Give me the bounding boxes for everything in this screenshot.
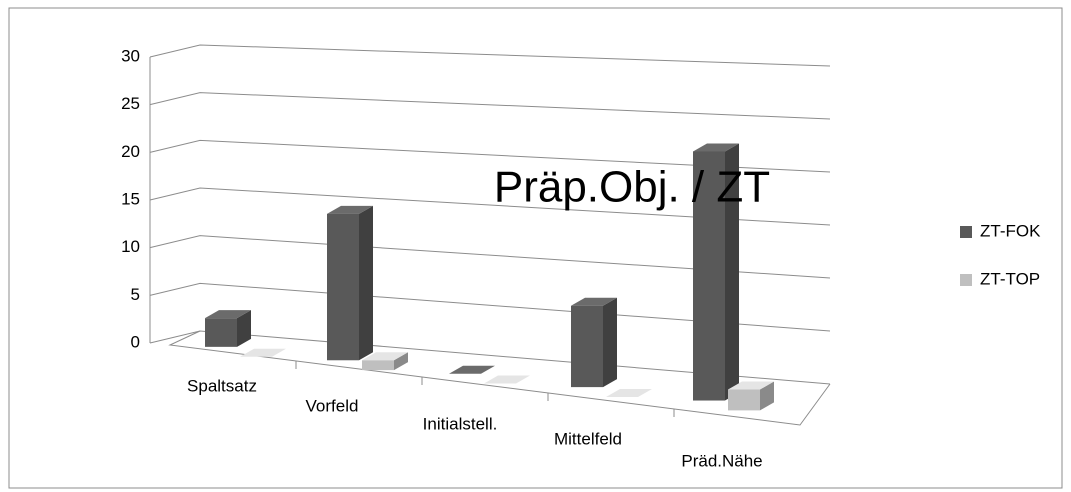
bar-side xyxy=(359,205,373,361)
grid-line xyxy=(149,282,831,332)
bar-side xyxy=(760,381,774,411)
x-tick-label: Vorfeld xyxy=(306,396,359,415)
grid-line xyxy=(149,187,831,226)
legend-label: ZT-TOP xyxy=(980,269,1040,288)
y-tick-label: 20 xyxy=(121,142,140,161)
y-tick-label: 15 xyxy=(121,189,140,208)
bar xyxy=(449,365,495,374)
bar-front xyxy=(362,360,394,371)
bar xyxy=(240,348,286,357)
bar xyxy=(606,388,652,397)
bar-top xyxy=(362,352,408,361)
bar-front xyxy=(693,151,725,401)
y-tick-label: 10 xyxy=(121,237,140,256)
bars xyxy=(205,143,774,411)
x-tick-label: Initialstell. xyxy=(423,414,498,433)
bar xyxy=(728,381,774,411)
grid: 0 5 10 15 20 25 30 Spaltsatz Vorfeld Initialstell… xyxy=(121,44,831,470)
bar-side xyxy=(237,310,251,347)
x-tick-label: Mittelfeld xyxy=(554,429,622,448)
bar-top xyxy=(205,310,251,319)
bar-top xyxy=(728,381,774,390)
y-tick-label: 0 xyxy=(131,332,140,351)
bar-front xyxy=(728,389,760,411)
x-tick-label: Präd.Nähe xyxy=(681,451,762,470)
bar-top xyxy=(606,388,652,397)
grid-line xyxy=(149,92,831,120)
bar-side xyxy=(725,143,739,401)
bar xyxy=(571,297,617,388)
floor-edge xyxy=(168,330,831,426)
y-tick-label: 30 xyxy=(121,46,140,65)
bar-top xyxy=(449,365,495,374)
x-tick-label: Spaltsatz xyxy=(187,376,257,395)
bar-front xyxy=(205,318,237,347)
grid-line xyxy=(149,235,831,279)
bar-front xyxy=(327,213,359,361)
bar xyxy=(205,310,251,347)
bar-top xyxy=(240,348,286,357)
bar xyxy=(693,143,739,401)
grid-line xyxy=(149,44,831,67)
bar xyxy=(362,352,408,371)
grid-line xyxy=(149,139,831,173)
legend-swatch xyxy=(960,274,972,286)
y-tick-label: 5 xyxy=(131,285,140,304)
bar xyxy=(484,375,530,384)
legend-label: ZT-FOK xyxy=(980,221,1041,240)
bar xyxy=(327,205,373,361)
legend-swatch xyxy=(960,226,972,238)
chart-border xyxy=(8,7,1063,489)
bar-top xyxy=(484,375,530,384)
bar-side xyxy=(394,352,408,371)
bar-top xyxy=(693,143,739,152)
bar-front xyxy=(571,305,603,388)
bar-top xyxy=(327,205,373,214)
y-tick-label: 25 xyxy=(121,94,140,113)
chart-title: Präp.Obj. / ZT xyxy=(494,163,770,212)
bar-top xyxy=(571,297,617,306)
bar-side xyxy=(603,297,617,388)
